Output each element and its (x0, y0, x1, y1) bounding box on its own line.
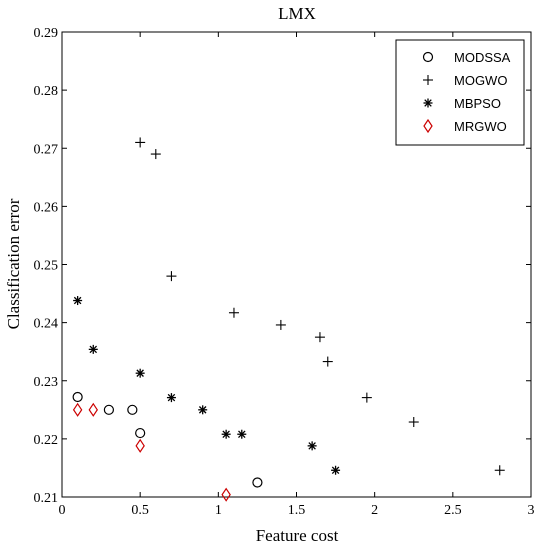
y-tick-label: 0.26 (34, 200, 59, 215)
data-point-mogwo (322, 356, 333, 367)
legend-marker-modssa (422, 51, 434, 63)
data-point-mogwo (275, 319, 286, 330)
data-point-mbpso (73, 296, 83, 306)
chart-title: LMX (278, 4, 316, 23)
legend-label-mbpso: MBPSO (454, 96, 501, 111)
x-tick-label: 3 (528, 503, 535, 518)
x-tick-label: 2.5 (444, 503, 462, 518)
data-point-mrgwo (88, 402, 98, 417)
x-tick-label: 0.5 (131, 503, 149, 518)
legend-marker-mogwo (423, 75, 433, 85)
x-tick-label: 1.5 (288, 503, 306, 518)
data-point-mogwo (361, 392, 372, 403)
data-point-mrgwo (135, 438, 145, 453)
data-point-mogwo (228, 307, 239, 318)
data-point-modssa (135, 427, 146, 439)
data-point-modssa (252, 477, 263, 488)
y-tick-label: 0.21 (34, 491, 59, 506)
data-point-mrgwo (221, 487, 231, 502)
y-tick-label: 0.29 (34, 26, 59, 41)
legend: MODSSA MOGWO MBPSO MRGWO (395, 39, 525, 146)
y-tick-label: 0.24 (34, 317, 59, 332)
legend-marker-mbpso (423, 98, 433, 108)
y-tick-label: 0.27 (34, 142, 59, 157)
data-point-modssa (103, 404, 115, 415)
data-point-modssa (72, 391, 83, 403)
legend-label-mogwo: MOGWO (454, 73, 507, 88)
legend-marker-mrgwo (423, 118, 433, 134)
data-point-mbpso (166, 393, 176, 403)
data-point-mbpso (307, 441, 317, 451)
y-axis-ticks: 0.21 0.22 0.23 0.24 0.25 0.26 0.27 0.28 0.29 (34, 26, 531, 506)
legend-box (395, 39, 525, 146)
data-point-mogwo (135, 137, 146, 148)
y-tick-label: 0.23 (34, 375, 59, 390)
data-point-mbpso (198, 405, 208, 415)
legend-label-mrgwo: MRGWO (454, 119, 507, 134)
x-axis-label: Feature cost (256, 526, 339, 545)
data-point-mogwo (494, 465, 505, 476)
data-point-mogwo (166, 271, 177, 282)
x-tick-label: 2 (371, 503, 378, 518)
data-point-mbpso (237, 429, 247, 439)
data-point-mbpso (135, 368, 145, 378)
y-tick-label: 0.25 (34, 259, 59, 274)
data-point-mbpso (88, 344, 98, 354)
data-point-mbpso (331, 465, 341, 475)
data-point-mogwo (314, 332, 325, 343)
y-tick-label: 0.22 (34, 433, 59, 448)
y-tick-label: 0.28 (34, 84, 59, 99)
data-point-mrgwo (72, 402, 83, 417)
x-tick-label: 0 (59, 503, 66, 518)
y-axis-label: Classification error (4, 198, 23, 329)
data-point-mogwo (408, 417, 419, 428)
data-point-mogwo (150, 149, 161, 160)
data-point-mbpso (221, 429, 231, 439)
x-axis-ticks: 0 0.5 1 1.5 2 2.5 3 (59, 32, 535, 518)
data-point-modssa (127, 404, 138, 415)
x-tick-label: 1 (215, 503, 222, 518)
legend-label-modssa: MODSSA (454, 50, 511, 65)
data-points (72, 137, 505, 502)
